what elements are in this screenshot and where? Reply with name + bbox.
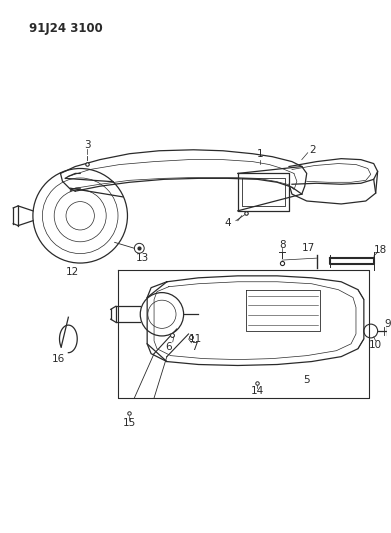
Text: 18: 18	[374, 245, 387, 255]
Text: 13: 13	[136, 253, 149, 263]
Text: 7: 7	[191, 342, 198, 352]
Text: 9: 9	[384, 319, 391, 329]
Text: 8: 8	[279, 240, 285, 251]
Text: 17: 17	[302, 243, 315, 253]
Text: 16: 16	[52, 353, 65, 364]
Text: 1: 1	[257, 149, 264, 159]
Text: 10: 10	[369, 340, 382, 350]
Text: 14: 14	[251, 386, 264, 396]
Text: 6: 6	[165, 342, 172, 352]
Text: 2: 2	[309, 145, 316, 155]
Text: 4: 4	[224, 217, 231, 228]
Text: 5: 5	[303, 375, 310, 385]
Text: 3: 3	[84, 140, 90, 150]
Text: 15: 15	[123, 418, 136, 427]
Text: 11: 11	[189, 334, 202, 344]
Text: 91J24 3100: 91J24 3100	[29, 22, 103, 35]
Text: 12: 12	[66, 267, 79, 277]
